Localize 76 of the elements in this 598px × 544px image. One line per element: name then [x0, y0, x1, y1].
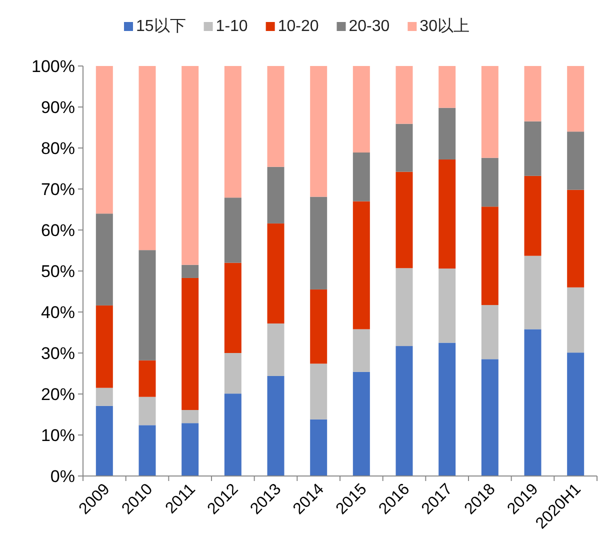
bar	[310, 66, 328, 197]
legend-label: 20-30	[348, 18, 390, 35]
bar	[182, 410, 199, 424]
bar	[352, 201, 370, 330]
bar	[438, 159, 456, 269]
bar	[96, 406, 113, 476]
bar	[524, 66, 542, 122]
y-tick-label: 70%	[40, 180, 75, 199]
bar	[138, 66, 156, 250]
bar	[267, 66, 284, 167]
bar	[567, 287, 584, 353]
bar	[138, 425, 156, 476]
bar	[224, 66, 242, 198]
bar	[310, 364, 328, 420]
legend-label: 10-20	[278, 18, 319, 35]
bar	[567, 352, 584, 476]
bar	[524, 256, 542, 330]
bar	[481, 66, 498, 158]
y-tick-label: 90%	[40, 98, 75, 117]
bar	[481, 158, 498, 207]
bar	[352, 66, 370, 153]
bar	[224, 262, 242, 353]
bar	[96, 214, 113, 306]
bar	[524, 121, 542, 176]
legend-label: 15以下	[136, 17, 186, 35]
y-tick-label: 20%	[40, 385, 75, 404]
bar	[352, 329, 370, 372]
bar	[396, 66, 413, 124]
y-tick-label: 30%	[40, 344, 75, 363]
bar	[182, 66, 199, 265]
bar	[310, 196, 328, 290]
bar	[524, 329, 542, 476]
bar	[267, 376, 284, 476]
bar	[481, 305, 498, 360]
y-tick-label: 40%	[40, 303, 75, 322]
bar	[224, 353, 242, 394]
bar	[96, 66, 113, 214]
bar	[267, 166, 284, 224]
bar	[438, 108, 456, 160]
bar	[138, 360, 156, 397]
bar	[267, 323, 284, 376]
bar	[352, 372, 370, 476]
bar	[224, 198, 242, 263]
bar	[138, 396, 156, 426]
bar	[267, 223, 284, 324]
bar	[310, 419, 328, 476]
bar	[352, 152, 370, 202]
bar	[481, 206, 498, 306]
bar	[396, 124, 413, 172]
bar	[396, 172, 413, 268]
y-tick-label: 50%	[40, 262, 75, 281]
bar	[438, 66, 456, 108]
bar	[96, 305, 113, 388]
bar	[396, 346, 413, 476]
y-tick-label: 0%	[50, 467, 75, 486]
bar	[138, 250, 156, 360]
bar	[438, 268, 456, 343]
bar	[481, 359, 498, 476]
bar	[310, 289, 328, 364]
bar	[224, 394, 242, 476]
legend-label: 30以上	[420, 17, 470, 35]
bar	[182, 278, 199, 410]
bar	[438, 342, 456, 476]
bar	[567, 66, 584, 132]
y-tick-label: 60%	[40, 221, 75, 240]
bar	[524, 176, 542, 256]
legend-label: 1-10	[216, 18, 248, 35]
y-tick-label: 80%	[40, 139, 75, 158]
bar	[567, 132, 584, 190]
bar	[182, 423, 199, 476]
bar	[567, 190, 584, 288]
bar	[396, 268, 413, 346]
y-tick-label: 10%	[40, 426, 75, 445]
y-tick-label: 100%	[32, 57, 75, 76]
bar	[96, 388, 113, 406]
bar	[182, 264, 199, 278]
